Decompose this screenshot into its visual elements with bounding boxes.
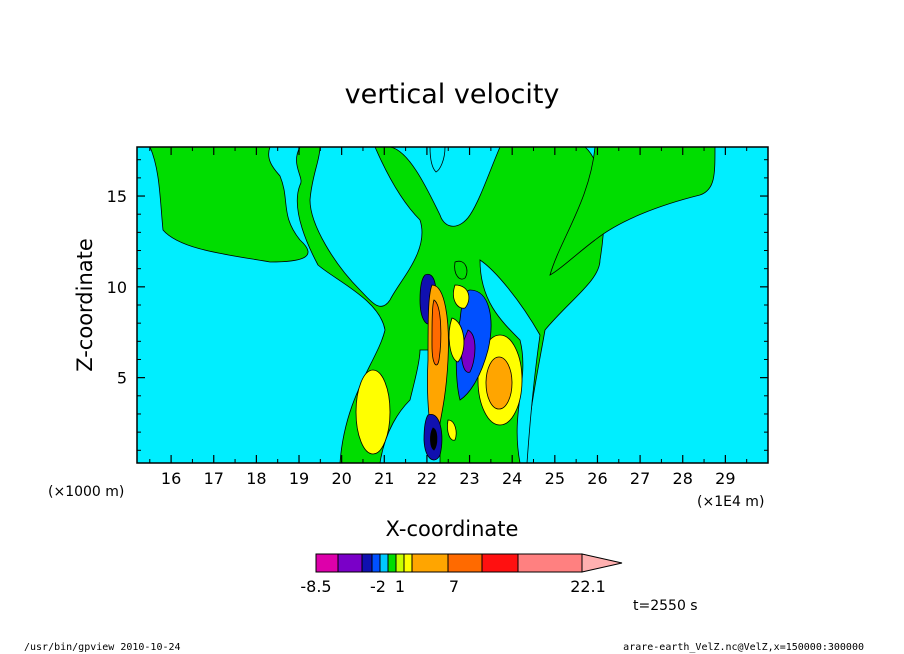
yellow-patch-lower (447, 419, 457, 441)
colorbar (315, 553, 623, 573)
x-tick-label: 20 (331, 469, 351, 488)
y-tick-label: 5 (117, 369, 127, 388)
y-axis-label: Z-coordinate (73, 238, 97, 372)
x-axis-label: X-coordinate (386, 517, 519, 541)
x-tick-label: 18 (246, 469, 266, 488)
green-region-left (149, 147, 309, 263)
colorbar-bin (447, 553, 483, 573)
time-label: t=2550 s (633, 598, 698, 614)
x-axis: 16 17 18 19 20 21 22 23 24 25 26 27 28 29 (149, 147, 748, 488)
x-tick-label: 21 (374, 469, 394, 488)
colorbar-bin (411, 553, 449, 573)
x-tick-label: 28 (673, 469, 693, 488)
x-tick-label: 22 (417, 469, 437, 488)
x-tick-label: 27 (630, 469, 650, 488)
footer-right: arare-earth_VelZ.nc@VelZ,x=150000:300000 (623, 642, 864, 653)
orange-cell-right (485, 356, 513, 410)
colorbar-bin (403, 553, 413, 573)
x-units-right: (×1E4 m) (697, 494, 764, 510)
colorbar-bin (371, 553, 381, 573)
lower-downdraft-core (430, 427, 438, 451)
colorbar-bin (481, 553, 519, 573)
cyan-inner-region (309, 147, 423, 307)
cyan-inner-region-2 (429, 147, 446, 173)
x-tick-label: 25 (545, 469, 565, 488)
yellow-cell-left (355, 369, 391, 455)
colorbar-bin (337, 553, 363, 573)
x-tick-label: 23 (459, 469, 479, 488)
y-tick-label: 15 (107, 187, 127, 206)
colorbar-bin (361, 553, 373, 573)
cyan-inner-region-3 (479, 259, 541, 463)
x-tick-label: 17 (204, 469, 224, 488)
chart-title: vertical velocity (345, 79, 560, 110)
colorbar-label: 1 (395, 577, 405, 596)
y-axis: 5 10 15 (107, 159, 768, 451)
x-tick-label: 29 (715, 469, 735, 488)
yellow-core-mid (448, 317, 465, 363)
footer-left: /usr/bin/gpview 2010-10-24 (24, 642, 181, 653)
colorbar-bin (395, 553, 405, 573)
green-region-right (549, 147, 716, 276)
colorbar-bin (517, 553, 583, 573)
x-units-left: (×1000 m) (48, 484, 124, 500)
contour-field (149, 147, 716, 463)
x-tick-label: 24 (502, 469, 522, 488)
x-tick-label: 26 (587, 469, 607, 488)
colorbar-bin (379, 553, 389, 573)
colorbar-label: -8.5 (300, 577, 331, 596)
colorbar-bin (387, 553, 397, 573)
colorbar-labels: -8.5 -2 1 7 22.1 (300, 577, 605, 596)
plot-area (136, 146, 769, 464)
x-tick-label: 19 (289, 469, 309, 488)
colorbar-label: 22.1 (570, 577, 606, 596)
x-tick-label: 16 (161, 469, 181, 488)
strong-updraft (431, 299, 442, 366)
green-patch-upper (454, 260, 468, 280)
colorbar-label: -2 (370, 577, 386, 596)
y-tick-label: 10 (107, 278, 127, 297)
colorbar-label: 7 (449, 577, 459, 596)
colorbar-extend-arrow (581, 553, 623, 573)
yellow-core-upper (453, 284, 470, 309)
colorbar-bin (315, 553, 339, 573)
